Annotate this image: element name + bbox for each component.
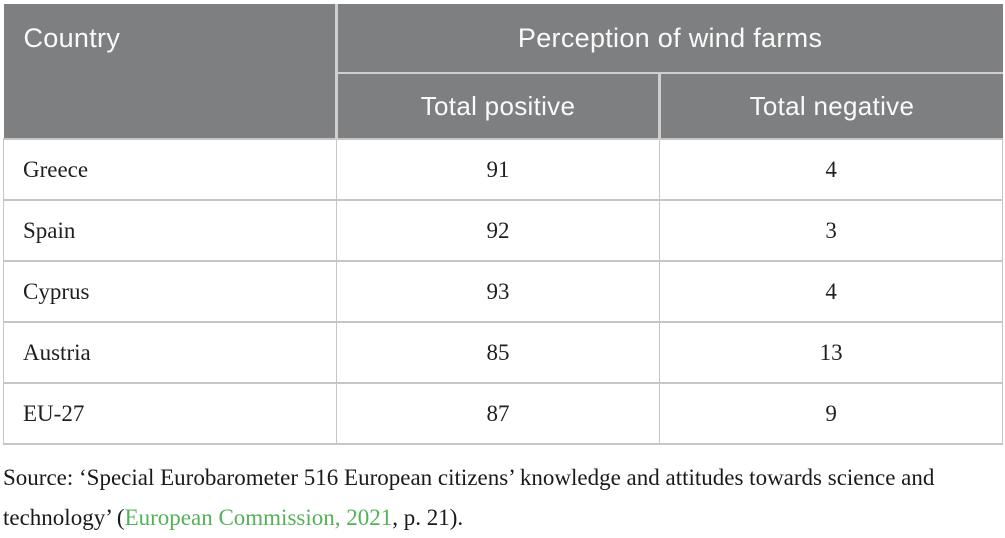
cell-country: Cyprus	[3, 260, 337, 323]
cell-positive: 91	[335, 138, 661, 201]
column-header-country: Country	[3, 4, 338, 139]
table-row-austria: Austria 85 13	[3, 321, 1003, 384]
cell-negative: 3	[659, 199, 1003, 262]
table-row-cyprus: Cyprus 93 4	[3, 260, 1003, 323]
table-row-eu27: EU-27 87 9	[3, 382, 1003, 445]
cell-negative: 13	[659, 321, 1003, 384]
table-header: Country Perception of wind farms Total p…	[3, 4, 1003, 139]
citation-link-european-commission-2021[interactable]: European Commission, 2021	[124, 505, 393, 530]
cell-country: Spain	[3, 199, 337, 262]
cell-country: Austria	[3, 321, 337, 384]
table-row-greece: Greece 91 4	[3, 138, 1003, 201]
source-text-prefix: Source: ‘Special Eurobarometer 516 Europ…	[3, 465, 935, 530]
cell-positive: 93	[335, 260, 661, 323]
table-row-spain: Spain 92 3	[3, 199, 1003, 262]
header-row-top: Country Perception of wind farms	[3, 4, 1003, 139]
table-body: Greece 91 4 Spain 92 3 Cyprus 93 4 Austr…	[3, 138, 1003, 445]
perception-table: Country Perception of wind farms Total p…	[3, 4, 1003, 445]
perception-table-container: Country Perception of wind farms Total p…	[3, 4, 1003, 445]
cell-negative: 9	[659, 382, 1003, 445]
cell-negative: 4	[659, 138, 1003, 201]
cell-negative: 4	[659, 260, 1003, 323]
cell-positive: 92	[335, 199, 661, 262]
column-group-header-perception: Perception of wind farms	[336, 4, 1003, 74]
column-header-total-positive: Total positive	[336, 73, 662, 139]
header-row-sub: Total positive Total negative	[4, 73, 1003, 139]
cell-country: EU-27	[3, 382, 337, 445]
source-note: Source: ‘Special Eurobarometer 516 Europ…	[3, 458, 978, 538]
column-header-total-negative: Total negative	[659, 73, 1003, 139]
cell-country: Greece	[3, 138, 337, 201]
cell-positive: 87	[335, 382, 661, 445]
cell-positive: 85	[335, 321, 661, 384]
source-text-suffix: , p. 21).	[392, 505, 464, 530]
